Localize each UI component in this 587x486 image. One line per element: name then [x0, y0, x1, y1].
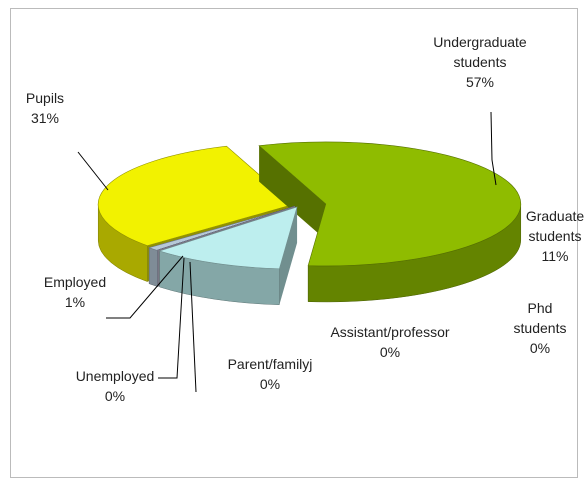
value-label: 0% [104, 388, 126, 404]
value-label: 1% [64, 294, 86, 310]
slice-top [258, 141, 522, 267]
value-label: 0% [529, 340, 551, 356]
slice [258, 141, 522, 303]
leader-line [490, 111, 497, 186]
category-label: Pupils [25, 90, 65, 106]
data-label: Undergraduate students 57% [420, 32, 540, 92]
data-label: Pupils 31% [5, 88, 85, 128]
category-label: Undergraduate students [433, 34, 527, 70]
slice-top [97, 145, 294, 246]
data-label: Parent/familyj 0% [210, 354, 330, 394]
leader-line [77, 151, 109, 191]
data-label: Graduate students 11% [510, 206, 587, 266]
category-label: Assistant/professor [330, 324, 450, 340]
slice-cut-face [259, 145, 326, 240]
data-label: Employed 1% [20, 272, 130, 312]
slice-top [158, 206, 298, 270]
data-label: Phd students 0% [500, 298, 580, 358]
value-label: 0% [379, 344, 401, 360]
category-label: Graduate students [525, 208, 585, 244]
leader-line [106, 255, 184, 319]
slice [158, 206, 298, 306]
leader-line [189, 261, 197, 393]
data-label: Unemployed 0% [60, 366, 170, 406]
value-label: 31% [30, 110, 60, 126]
category-label: Phd students [513, 300, 567, 336]
slice-side [148, 247, 158, 287]
category-label: Parent/familyj [227, 356, 313, 372]
value-label: 0% [259, 376, 281, 392]
category-label: Employed [43, 274, 107, 290]
value-label: 11% [541, 248, 569, 264]
data-label: Assistant/professor 0% [320, 322, 460, 362]
leader-line [158, 257, 185, 379]
value-label: 57% [465, 74, 495, 90]
category-label: Unemployed [75, 368, 155, 384]
